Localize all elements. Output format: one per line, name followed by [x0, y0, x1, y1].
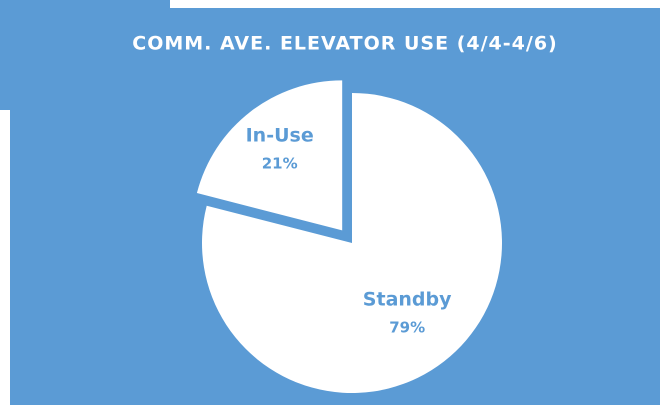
slice-label: Standby: [363, 289, 452, 311]
slice-value-label: 79%: [389, 319, 425, 337]
slice-label: In-Use: [246, 124, 314, 146]
chart-title: COMM. AVE. ELEVATOR USE (4/4-4/6): [132, 33, 557, 55]
slice-value-label: 21%: [262, 154, 298, 172]
pie-slice: [202, 93, 502, 394]
pie-slice: [196, 80, 343, 231]
